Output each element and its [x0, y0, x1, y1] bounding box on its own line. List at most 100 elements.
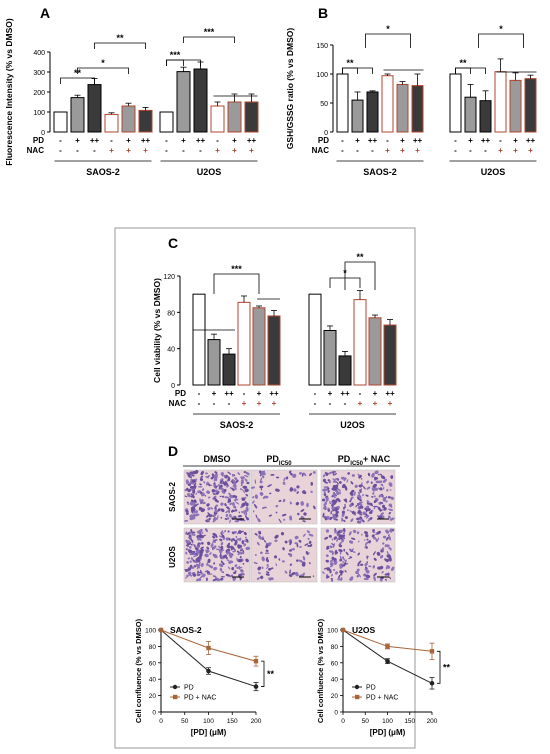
cell — [302, 533, 306, 537]
cell — [240, 569, 244, 572]
legend-marker — [172, 684, 178, 690]
cell — [360, 488, 363, 492]
cell — [220, 472, 224, 476]
pd-sign: + — [373, 389, 378, 398]
cell — [231, 531, 235, 535]
pd-sign: ++ — [368, 136, 378, 145]
cell — [187, 493, 191, 498]
cell — [339, 534, 344, 538]
pd-sign: + — [75, 136, 80, 145]
cell — [244, 536, 247, 539]
group-label: SAOS-2 — [220, 420, 254, 430]
nac-sign: + — [373, 399, 378, 408]
bar — [104, 113, 119, 133]
cell — [302, 490, 306, 494]
point — [385, 644, 390, 649]
cell — [268, 567, 272, 571]
cell — [348, 531, 352, 536]
cell — [297, 512, 300, 516]
cell — [331, 573, 333, 577]
cell — [389, 517, 395, 521]
cell — [307, 545, 311, 547]
cell — [241, 540, 245, 545]
cell — [259, 491, 264, 496]
cell — [333, 485, 339, 488]
cell — [255, 514, 258, 519]
cell — [219, 538, 222, 541]
cell — [289, 501, 292, 505]
cell — [208, 514, 213, 518]
nac-sign: + — [109, 146, 114, 155]
cell — [236, 557, 238, 561]
cell — [361, 533, 363, 536]
cell — [219, 563, 224, 567]
cell — [208, 517, 211, 521]
bar — [524, 78, 537, 133]
cell — [207, 541, 211, 546]
cell — [254, 479, 257, 484]
cell — [385, 500, 388, 503]
cell — [388, 534, 390, 537]
cell — [388, 547, 392, 550]
cell — [368, 540, 372, 544]
cell — [207, 512, 211, 515]
pd-sign: - — [216, 136, 219, 145]
cell — [382, 535, 387, 539]
cell — [370, 504, 374, 507]
cell — [335, 571, 338, 575]
cell — [213, 474, 218, 479]
cell — [302, 555, 306, 561]
cell — [270, 567, 274, 570]
cell — [232, 479, 237, 485]
cell — [329, 568, 332, 574]
cell — [333, 470, 337, 474]
cell — [192, 573, 196, 577]
cell — [241, 502, 246, 507]
cell — [358, 540, 360, 543]
cell — [289, 553, 293, 557]
cell — [215, 490, 218, 493]
cell — [387, 515, 391, 519]
bar — [267, 315, 281, 386]
sig-label: ** — [356, 252, 364, 262]
cell — [193, 485, 197, 489]
cell — [282, 498, 286, 503]
y-tick-label: 100 — [145, 628, 156, 635]
point — [158, 627, 164, 633]
cell — [221, 571, 225, 573]
cell — [240, 476, 245, 480]
pd-sign: + — [328, 389, 333, 398]
cell — [207, 564, 211, 567]
cell — [199, 575, 204, 579]
sig-label: ** — [116, 33, 124, 43]
point — [253, 684, 259, 689]
cell — [252, 500, 255, 504]
cell — [298, 559, 304, 563]
cell — [386, 565, 391, 569]
cell — [197, 556, 200, 560]
cell — [232, 577, 236, 581]
cell — [213, 478, 216, 482]
cell — [245, 506, 249, 512]
cell — [192, 493, 194, 495]
bar — [336, 73, 349, 133]
cell — [214, 575, 218, 580]
cell — [199, 552, 203, 558]
cell — [343, 477, 347, 480]
cell — [390, 475, 394, 479]
pd-sign: + — [513, 136, 518, 145]
pd-sign: - — [59, 136, 62, 145]
cell — [234, 539, 238, 546]
cell — [382, 478, 387, 483]
cell — [240, 551, 245, 554]
cell — [233, 474, 236, 476]
chart-title: U2OS — [352, 625, 375, 635]
cell — [238, 544, 243, 548]
cell — [339, 558, 343, 562]
cell — [208, 483, 211, 487]
cell — [359, 518, 363, 521]
pd-sign: ++ — [90, 136, 100, 145]
cell — [388, 508, 394, 511]
cell — [381, 547, 385, 551]
cell — [214, 539, 218, 541]
